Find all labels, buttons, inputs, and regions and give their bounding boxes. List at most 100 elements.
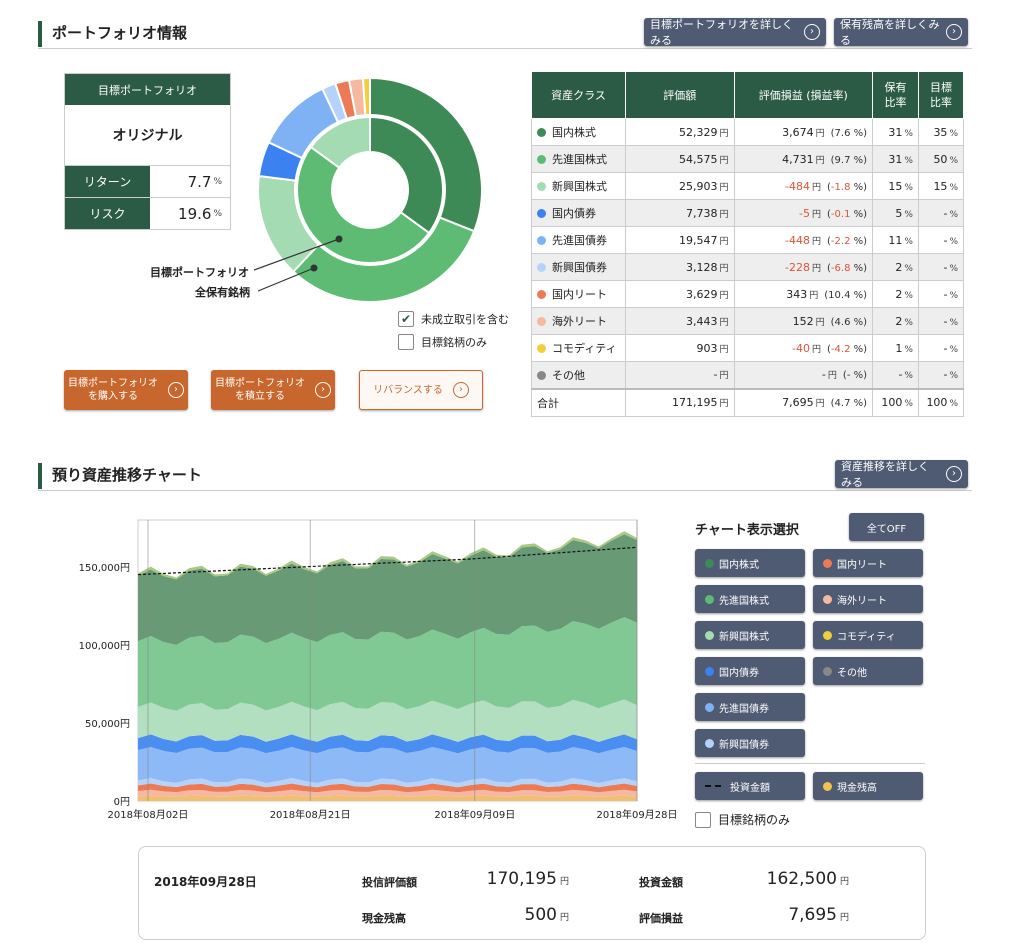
legend-dot-icon [537, 128, 546, 137]
table-row: コモディティ 903 円 -40 円 (-4.2 %) 1% -% [531, 334, 965, 362]
value-cell: 3,629 円 [624, 280, 735, 308]
chevron-right-icon: › [168, 382, 184, 398]
gain-cell: 3,674 円 (7.6 %) [733, 118, 874, 146]
target-ratio-cell: 15% [917, 172, 965, 200]
gain-cell: - 円 (- %) [733, 361, 874, 389]
target-ratio-cell: -% [917, 334, 965, 362]
donut-label-holdings: 全保有銘柄 [195, 286, 250, 299]
target-ratio-cell: -% [917, 199, 965, 227]
gain-cell: -40 円 (-4.2 %) [733, 334, 874, 362]
chevron-right-icon: › [804, 24, 820, 40]
target-portfolio-name: オリジナル [112, 128, 183, 144]
toggle-series-button[interactable]: 新興国株式 [695, 621, 805, 649]
rebalance-button[interactable]: リバランスする › [359, 370, 483, 410]
asset-name-cell: 国内リート [531, 280, 626, 308]
chevron-right-icon: › [452, 382, 469, 398]
gain-label: 評価損益 [639, 912, 683, 925]
divider [38, 48, 972, 49]
buy-target-portfolio-button[interactable]: 目標ポートフォリオ を購入する › [64, 370, 188, 410]
invested-label: 投資金額 [639, 876, 683, 889]
asset-name-cell: 先進国債券 [531, 226, 626, 254]
toggle-cash-balance[interactable]: 現金残高 [813, 772, 923, 800]
target-ratio-cell: -% [917, 280, 965, 308]
legend-dot-icon [705, 738, 714, 748]
value-cell: 54,575 円 [624, 145, 735, 173]
legend-dot-icon [537, 344, 546, 353]
target-portfolio-box: 目標ポートフォリオ オリジナル リターン 7.7% リスク 19.6% [64, 73, 231, 230]
toggle-series-button[interactable]: コモディティ [813, 621, 923, 649]
accumulate-target-portfolio-button[interactable]: 目標ポートフォリオ を積立する › [211, 370, 335, 410]
divider [38, 490, 972, 491]
toggle-series-button[interactable]: 新興国債券 [695, 729, 805, 757]
toggle-series-button[interactable]: その他 [813, 657, 923, 685]
total-hold-cell: 100% [872, 387, 919, 417]
asset-name-cell: 新興国株式 [531, 172, 626, 200]
table-row: 先進国株式 54,575 円 4,731 円 (9.7 %) 31% 50% [531, 145, 965, 173]
chart-y-tick-label: 50,000円 [85, 719, 130, 730]
toggle-series-button[interactable]: 先進国株式 [695, 585, 805, 613]
risk-label: リスク [65, 198, 150, 229]
chart-target-only-checkbox[interactable]: 目標銘柄のみ [695, 811, 790, 828]
legend-dot-icon [537, 263, 546, 272]
toggle-series-button[interactable]: 国内リート [813, 549, 923, 577]
gain-cell: -448 円 (-2.2 %) [733, 226, 874, 254]
donut-target-slice [369, 115, 444, 235]
table-row: その他 - 円 - 円 (- %) -% -% [531, 361, 965, 389]
return-label: リターン [65, 166, 150, 197]
trend-section-title: 預り資産推移チャート [38, 463, 202, 489]
value-cell: 3,443 円 [624, 307, 735, 335]
col-header-value: 評価額 [624, 71, 735, 119]
toggle-invested-amount[interactable]: 投資金額 [695, 772, 805, 800]
chart-invested-line [137, 546, 638, 576]
chart-area-series [138, 795, 637, 801]
hold-ratio-cell: 5% [872, 199, 919, 227]
asset-name-cell: 国内債券 [531, 199, 626, 227]
toggle-series-button[interactable]: 国内株式 [695, 549, 805, 577]
target-ratio-cell: 35% [917, 118, 965, 146]
checkbox-empty-icon [695, 811, 711, 828]
hold-ratio-cell: 1% [872, 334, 919, 362]
checkbox-empty-icon [398, 334, 414, 350]
chart-area-series [138, 778, 637, 788]
chevron-right-icon: › [315, 382, 331, 398]
total-label-cell: 合計 [531, 387, 626, 417]
legend-dot-icon [537, 290, 546, 299]
include-pending-checkbox[interactable]: ✔ 未成立取引を含む [398, 311, 509, 327]
all-off-button[interactable]: 全てOFF [849, 513, 924, 541]
divider [695, 763, 925, 764]
hold-ratio-cell: 31% [872, 118, 919, 146]
toggle-series-button[interactable]: 国内債券 [695, 657, 805, 685]
legend-dot-icon [537, 370, 546, 380]
value-cell: 903 円 [624, 334, 735, 362]
holdings-detail-button[interactable]: 保有残高を詳しくみる › [834, 18, 968, 47]
total-gain-cell: 7,695 円 (4.7 %) [733, 387, 874, 417]
legend-dot-icon [705, 666, 714, 676]
toggle-series-button[interactable]: 先進国債券 [695, 693, 805, 721]
table-row: 新興国債券 3,128 円 -228 円 (-6.8 %) 2% -% [531, 253, 965, 281]
table-row: 国内債券 7,738 円 -5 円 (-0.1 %) 5% -% [531, 199, 965, 227]
target-ratio-cell: 50% [917, 145, 965, 173]
legend-dot-icon [823, 666, 832, 676]
chart-x-tick-label: 2018年09月09日 [434, 808, 515, 821]
value-cell: 7,738 円 [624, 199, 735, 227]
chart-area-series [138, 789, 637, 797]
target-portfolio-detail-button[interactable]: 目標ポートフォリオを詳しくみる › [644, 18, 826, 47]
donut-holdings-slice [361, 76, 371, 117]
chart-x-tick-label: 2018年09月28日 [597, 808, 678, 821]
chart-y-tick-label: 150,000円 [79, 563, 130, 574]
asset-trend-detail-button[interactable]: 資産推移を詳しくみる › [835, 460, 968, 489]
chart-x-tick-label: 2018年08月21日 [270, 808, 351, 821]
col-header-hold-ratio: 保有 比率 [872, 71, 919, 119]
table-row: 先進国債券 19,547 円 -448 円 (-2.2 %) 11% -% [531, 226, 965, 254]
chevron-right-icon: › [946, 24, 962, 40]
asset-trend-chart: 0円 50,000円 100,000円 150,000円 2018年08月02日 2018… [79, 519, 678, 821]
legend-dot-icon [537, 182, 546, 191]
return-value: 7.7 [187, 172, 212, 191]
chart-y-tick-label: 0円 [114, 797, 130, 808]
portfolio-donut-chart [257, 76, 483, 303]
target-only-checkbox[interactable]: 目標銘柄のみ [398, 334, 487, 350]
total-value-cell: 171,195 円 [624, 387, 735, 417]
chart-area-series [138, 746, 637, 784]
toggle-series-button[interactable]: 海外リート [813, 585, 923, 613]
legend-dot-icon [705, 702, 714, 712]
